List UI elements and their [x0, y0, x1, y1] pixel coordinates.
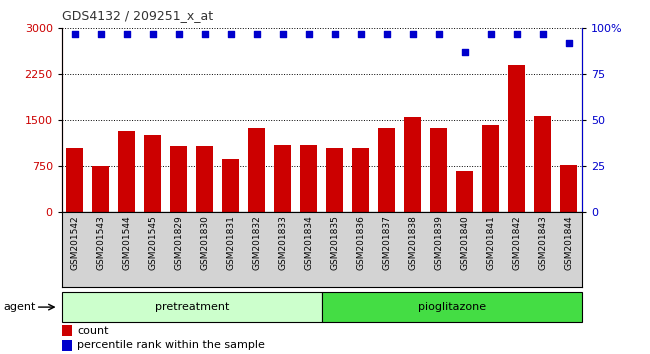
Text: GSM201835: GSM201835 — [330, 215, 339, 270]
Point — [408, 31, 418, 37]
Bar — [534, 116, 551, 212]
Point — [538, 31, 548, 37]
Text: GSM201837: GSM201837 — [382, 215, 391, 270]
Text: GSM201544: GSM201544 — [122, 215, 131, 270]
Bar — [118, 131, 135, 212]
Text: agent: agent — [3, 302, 36, 312]
Point — [330, 31, 340, 37]
Text: GSM201829: GSM201829 — [174, 215, 183, 270]
Bar — [144, 135, 161, 212]
Bar — [322, 292, 582, 322]
Bar — [222, 159, 239, 212]
Bar — [66, 148, 83, 212]
Bar — [62, 292, 322, 322]
Bar — [404, 117, 421, 212]
Text: GSM201832: GSM201832 — [252, 215, 261, 270]
Point — [226, 31, 236, 37]
Text: GSM201840: GSM201840 — [460, 215, 469, 270]
Point — [460, 50, 470, 55]
Text: GSM201842: GSM201842 — [512, 215, 521, 270]
Point — [356, 31, 366, 37]
Text: GSM201830: GSM201830 — [200, 215, 209, 270]
Bar — [482, 125, 499, 212]
Bar — [300, 145, 317, 212]
Text: GSM201838: GSM201838 — [408, 215, 417, 270]
Point — [512, 31, 522, 37]
Text: GDS4132 / 209251_x_at: GDS4132 / 209251_x_at — [62, 9, 213, 22]
Bar — [62, 325, 72, 336]
Point — [486, 31, 496, 37]
Bar — [352, 148, 369, 212]
Bar — [196, 146, 213, 212]
Text: GSM201843: GSM201843 — [538, 215, 547, 270]
Bar — [248, 128, 265, 212]
Text: GSM201542: GSM201542 — [70, 215, 79, 270]
Bar — [430, 128, 447, 212]
Text: percentile rank within the sample: percentile rank within the sample — [77, 341, 265, 350]
Point — [278, 31, 288, 37]
Point — [148, 31, 158, 37]
Text: pretreatment: pretreatment — [155, 302, 229, 312]
Point — [252, 31, 262, 37]
Bar — [92, 166, 109, 212]
Text: GSM201834: GSM201834 — [304, 215, 313, 270]
Text: GSM201841: GSM201841 — [486, 215, 495, 270]
Bar — [62, 340, 72, 351]
Bar — [170, 146, 187, 212]
Text: GSM201833: GSM201833 — [278, 215, 287, 270]
Bar — [456, 171, 473, 212]
Point — [96, 31, 106, 37]
Point — [122, 31, 132, 37]
Text: GSM201545: GSM201545 — [148, 215, 157, 270]
Point — [174, 31, 184, 37]
Point — [200, 31, 210, 37]
Point — [70, 31, 80, 37]
Point — [434, 31, 444, 37]
Text: count: count — [77, 326, 109, 336]
Text: GSM201836: GSM201836 — [356, 215, 365, 270]
Bar — [560, 165, 577, 212]
Text: GSM201844: GSM201844 — [564, 215, 573, 270]
Text: GSM201839: GSM201839 — [434, 215, 443, 270]
Point — [382, 31, 392, 37]
Point — [304, 31, 314, 37]
Bar — [508, 65, 525, 212]
Text: pioglitazone: pioglitazone — [418, 302, 486, 312]
Bar — [274, 145, 291, 212]
Text: GSM201831: GSM201831 — [226, 215, 235, 270]
Bar — [326, 148, 343, 212]
Bar — [378, 128, 395, 212]
Text: GSM201543: GSM201543 — [96, 215, 105, 270]
Point — [564, 40, 574, 46]
